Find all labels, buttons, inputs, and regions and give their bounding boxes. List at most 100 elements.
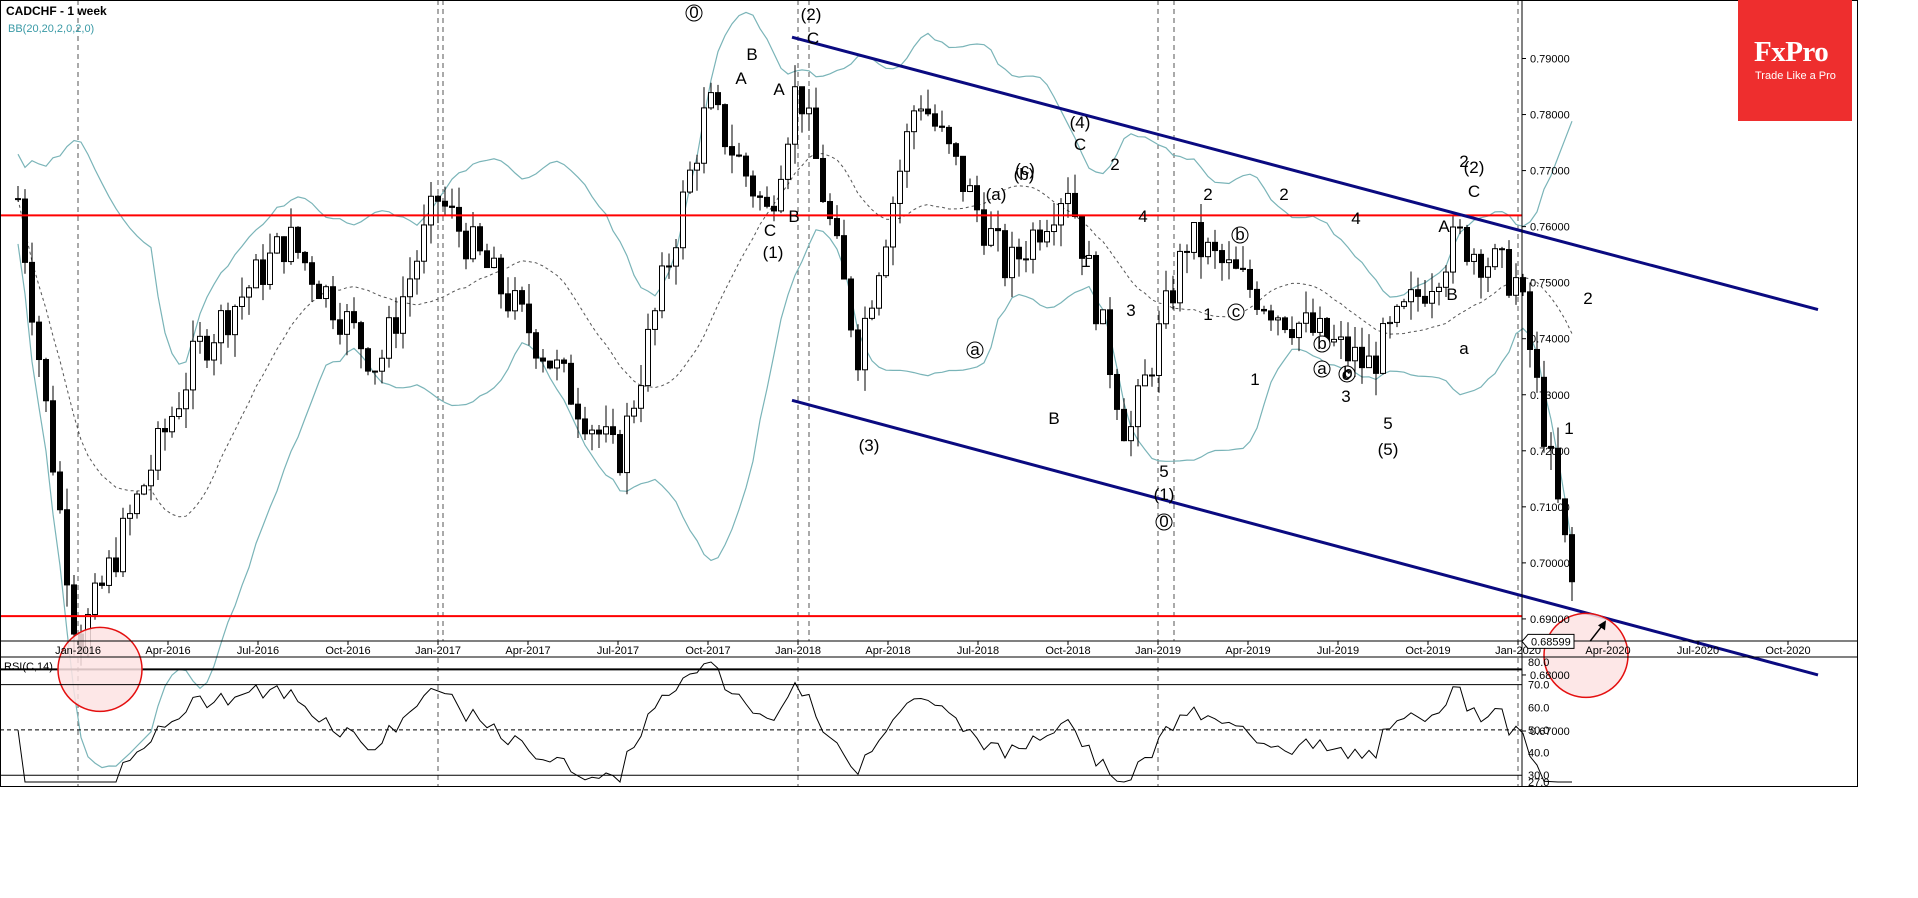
candle-body xyxy=(1303,312,1309,324)
candle-body xyxy=(183,389,189,410)
candle-body xyxy=(393,317,399,334)
x-tick-label: Oct-2016 xyxy=(325,645,370,657)
candle-body xyxy=(561,359,567,364)
candle-body xyxy=(764,196,770,207)
candle-body xyxy=(1422,295,1428,304)
candle-body xyxy=(29,261,35,323)
candle-body xyxy=(1282,317,1288,331)
candle-body xyxy=(869,307,875,319)
candle-body xyxy=(99,582,105,586)
candle-body xyxy=(400,296,406,334)
candle-body xyxy=(932,113,938,127)
wave-label-circle xyxy=(1227,303,1245,321)
candle-body xyxy=(1142,374,1148,387)
candle-body xyxy=(1233,259,1239,269)
candle-body xyxy=(1184,250,1190,253)
candle-body xyxy=(505,293,511,312)
wave-label: A xyxy=(1438,217,1450,236)
wave-label: (b) xyxy=(1014,165,1035,184)
highlight-circles xyxy=(57,612,1629,713)
x-tick-label: Oct-2017 xyxy=(685,645,730,657)
wave-label: b xyxy=(1343,363,1352,382)
candle-body xyxy=(372,370,378,373)
indicator-label: BB(20,20,2,0,2,0) xyxy=(8,23,94,35)
candle-body xyxy=(1380,323,1386,374)
wave-label: (4) xyxy=(1070,113,1091,132)
candle-body xyxy=(603,426,609,435)
candle-body xyxy=(1107,309,1113,375)
candle-body xyxy=(834,218,840,237)
candle-body xyxy=(120,517,126,573)
candle-body xyxy=(652,310,658,330)
fxpro-logo: FxPro Trade Like a Pro xyxy=(1738,0,1852,121)
candle-body xyxy=(1079,216,1085,259)
candle-body xyxy=(715,92,721,106)
trend-channel xyxy=(791,35,1819,677)
candle-body xyxy=(1044,231,1050,243)
candle-body xyxy=(1177,250,1183,304)
candle-body xyxy=(708,92,714,109)
chart-frame xyxy=(0,0,1858,787)
y-tick-label: 0.74000 xyxy=(1530,334,1570,346)
x-tick-label: Jul-2020 xyxy=(1677,645,1719,657)
candle-body xyxy=(57,471,63,511)
candle-body xyxy=(1121,408,1127,442)
wave-label: B xyxy=(1446,285,1457,304)
wave-label: c xyxy=(1343,364,1352,383)
candle-body xyxy=(1527,291,1533,350)
candle-body xyxy=(428,195,434,226)
x-tick-label: Jan-2019 xyxy=(1135,645,1181,657)
candle-body xyxy=(722,104,728,148)
candle-body xyxy=(253,259,259,289)
logo-tagline: Trade Like a Pro xyxy=(1755,70,1836,82)
wave-label-circle xyxy=(1155,513,1173,531)
candle-body xyxy=(988,228,994,246)
candle-body xyxy=(512,290,518,312)
wave-label: (3) xyxy=(859,436,880,455)
wave-label: 5 xyxy=(1159,462,1168,481)
wave-label: b xyxy=(1235,225,1244,244)
y-tick-label: 0.72000 xyxy=(1530,446,1570,458)
chart-grid xyxy=(77,0,1519,786)
x-tick-label: Jul-2019 xyxy=(1317,645,1359,657)
y-tick-label: 0.75000 xyxy=(1530,278,1570,290)
candle-body xyxy=(274,236,280,254)
candle-body xyxy=(491,257,497,269)
wave-label-circle xyxy=(966,341,984,359)
candle-body xyxy=(1254,288,1260,310)
candle-body xyxy=(1485,266,1491,278)
wave-label: 3 xyxy=(1341,387,1350,406)
candle-body xyxy=(575,403,581,420)
candle-body xyxy=(106,557,112,586)
candle-body xyxy=(785,143,791,180)
candle-body xyxy=(92,582,98,615)
candle-body xyxy=(582,418,588,435)
candle-body xyxy=(197,335,203,342)
candle-body xyxy=(974,185,980,211)
wave-labels: (2)CABACB(1)(4)C2143(a)(b)(c)abcB(3)21ab… xyxy=(685,3,1593,531)
candle-body xyxy=(1289,329,1295,339)
rsi-panel: RSI(C,14) 80.0 70.0 60.0 50.0 40.0 30.027.0 xyxy=(0,657,1572,789)
y-tick-label: 0.68000 xyxy=(1530,670,1570,682)
candle-body xyxy=(1002,230,1008,279)
candle-body xyxy=(596,429,602,435)
highlight-circle xyxy=(57,626,143,713)
candle-body xyxy=(953,143,959,157)
candle-body xyxy=(729,146,735,156)
candle-body xyxy=(610,426,616,436)
candle-body xyxy=(407,278,413,298)
wave-label: 3 xyxy=(1126,301,1135,320)
rsi-tick-label: 27.0 xyxy=(1528,777,1549,789)
candle-body xyxy=(351,311,357,324)
candle-body xyxy=(1219,250,1225,264)
candle-body xyxy=(533,332,539,359)
candle-body xyxy=(204,335,210,361)
wave-label: A xyxy=(773,80,785,99)
candle-body xyxy=(526,303,532,334)
candle-body xyxy=(1240,267,1246,270)
candle-body xyxy=(134,493,140,515)
candle-body xyxy=(897,170,903,204)
candle-body xyxy=(449,205,455,208)
wave-label: 0 xyxy=(689,3,698,22)
x-tick-label: Apr-2019 xyxy=(1225,645,1270,657)
